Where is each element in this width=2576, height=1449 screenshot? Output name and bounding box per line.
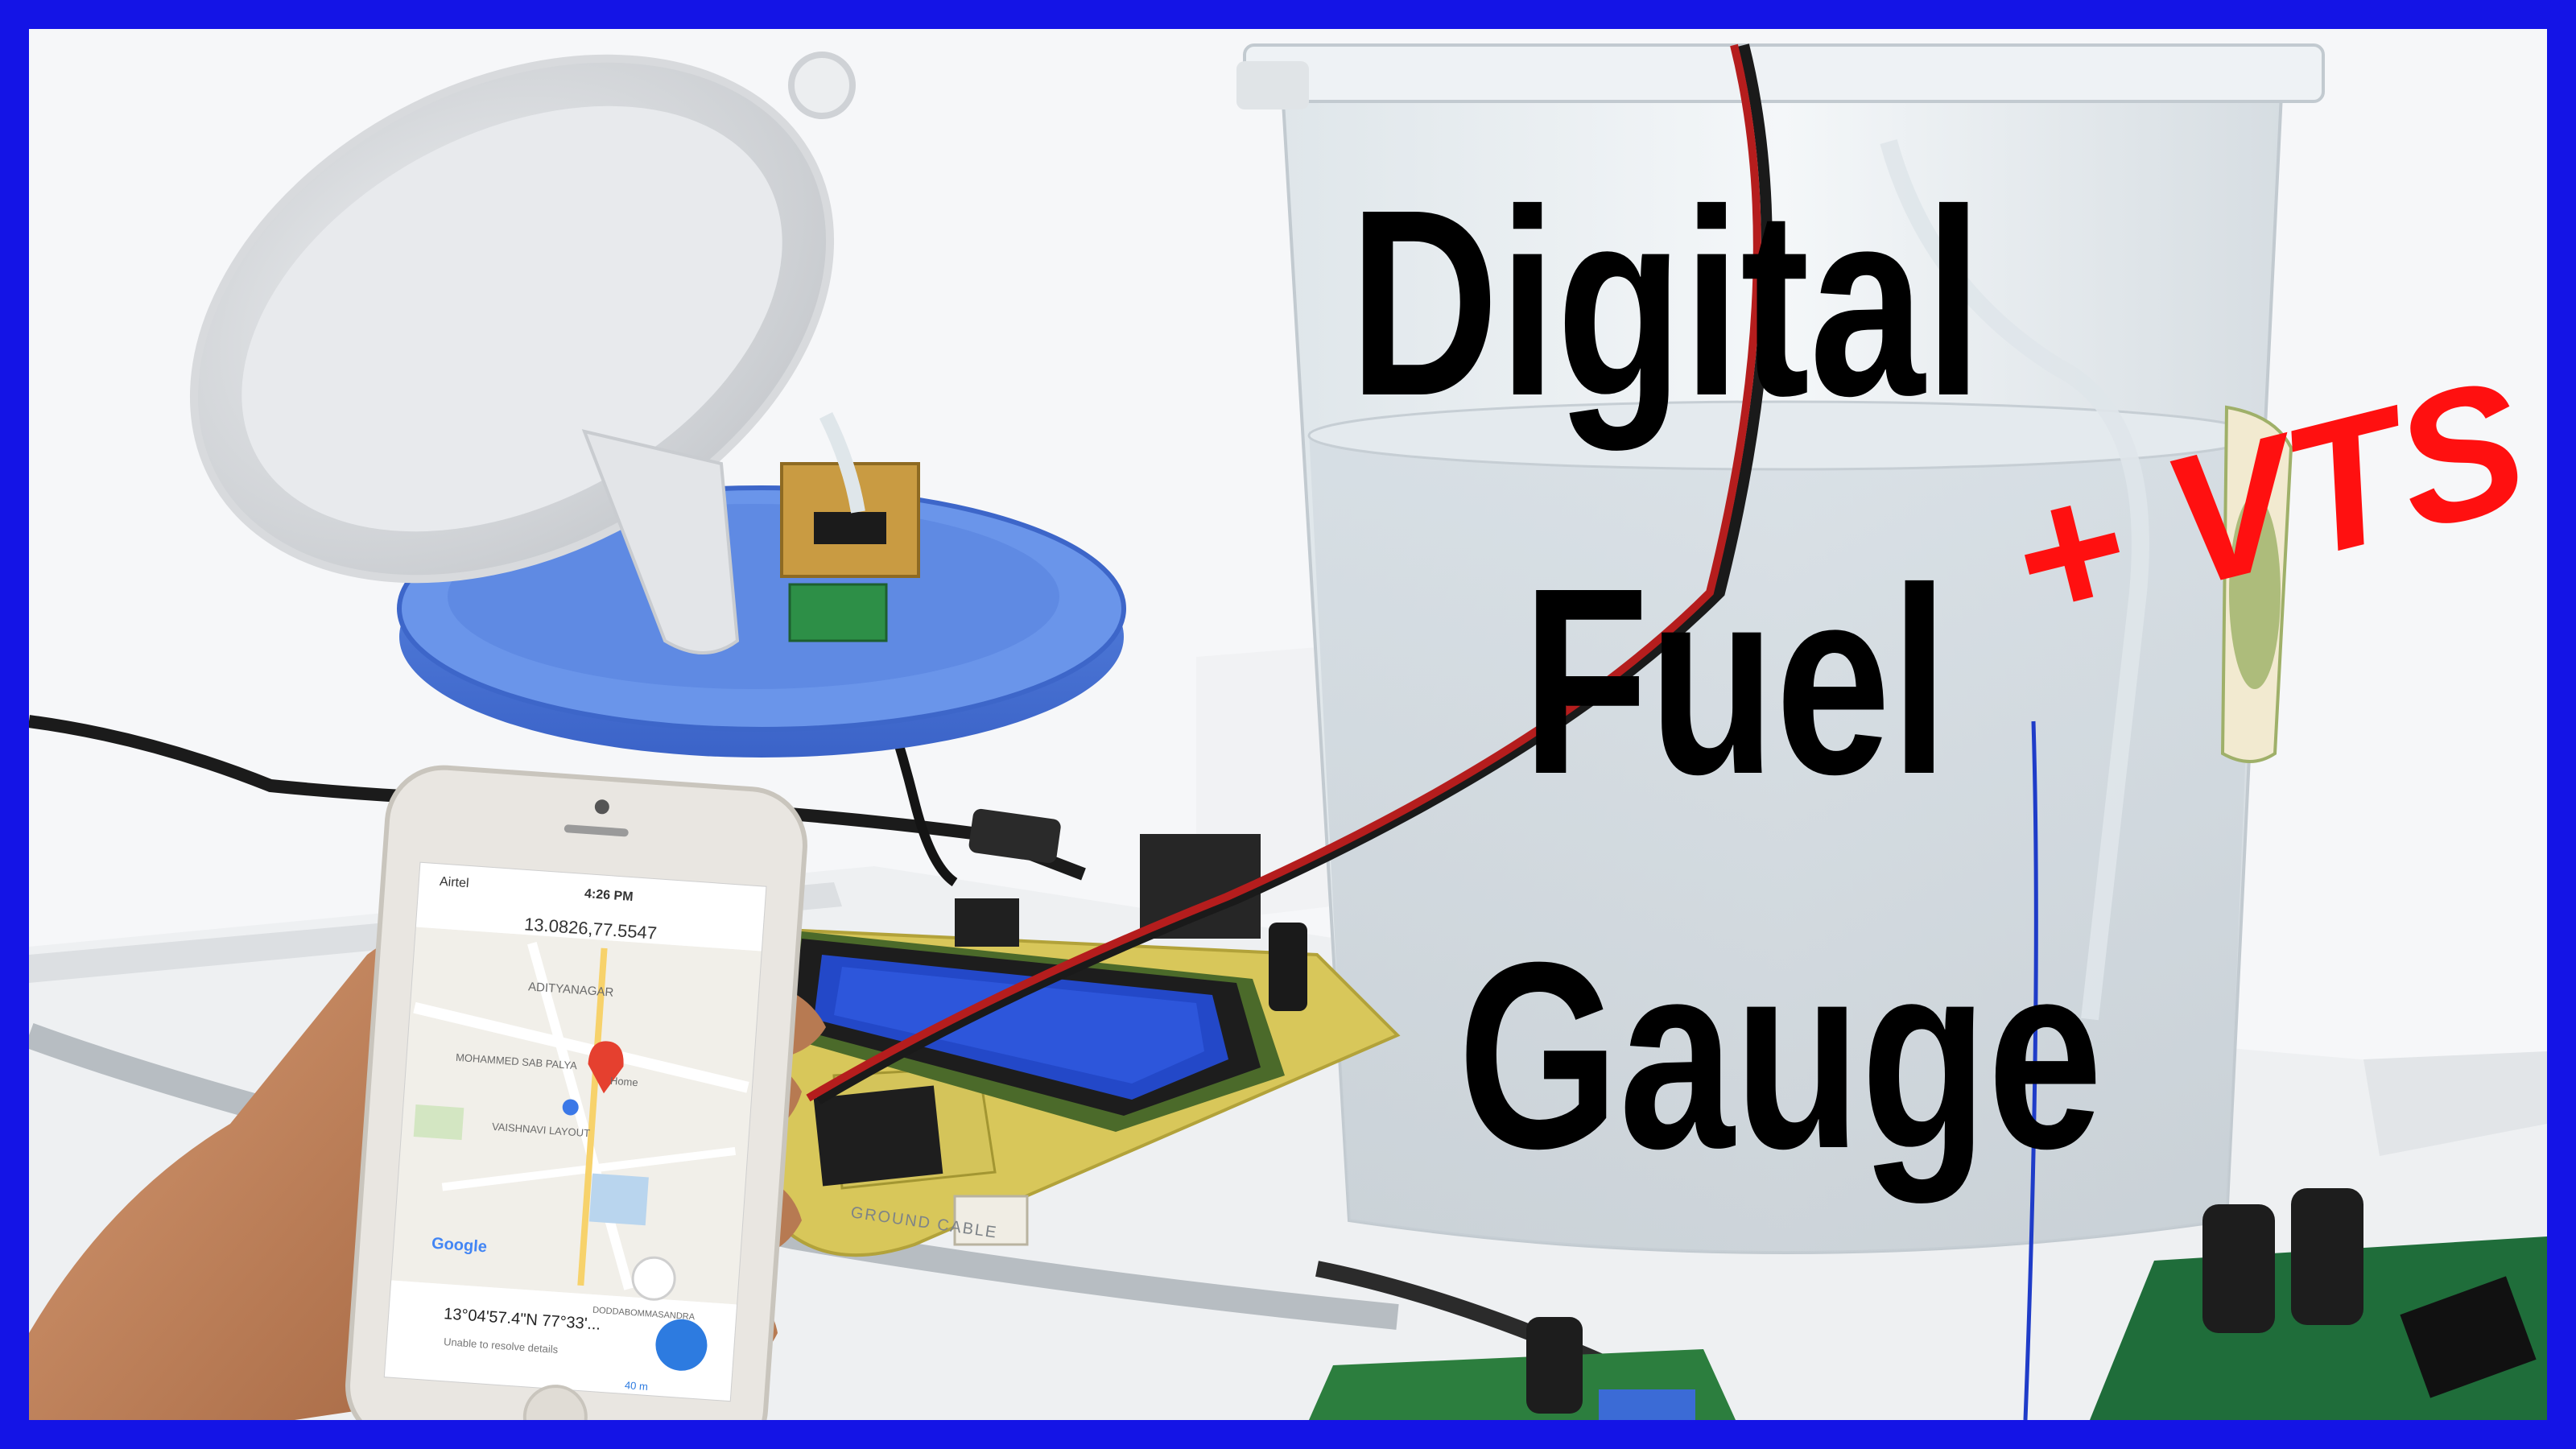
- dc-jack: [955, 898, 1019, 947]
- red-wire: [806, 43, 1761, 1102]
- dc-plug: [968, 808, 1061, 864]
- hx711-module: [788, 583, 888, 642]
- title-line-digital: Digital: [1349, 154, 1983, 451]
- capacitor: [1269, 923, 1307, 1011]
- photo-area: Airtel 4:26 PM 13.0826,77.5547 ADITYANAG…: [29, 29, 2547, 1420]
- photo-illustration: [29, 43, 2547, 1420]
- lcd-display: [778, 931, 1285, 1132]
- smartphone: [345, 765, 807, 1420]
- water-bucket: [1236, 43, 2325, 1254]
- float-wire: [2023, 720, 2038, 1420]
- small-pcb: [1309, 1317, 1736, 1420]
- distance-label: 40 m: [624, 1379, 649, 1393]
- gps-module: [2090, 1188, 2547, 1420]
- blue-lid: [397, 411, 1126, 758]
- map-label-home: Home: [609, 1074, 639, 1089]
- title-line-gauge: Gauge: [1458, 906, 2103, 1203]
- title-line-fuel: Fuel: [1522, 532, 1949, 829]
- white-funnel: [189, 52, 856, 654]
- phone-carrier: Airtel: [439, 874, 470, 891]
- google-logo: Google: [431, 1234, 488, 1257]
- black-wire: [815, 43, 1773, 1105]
